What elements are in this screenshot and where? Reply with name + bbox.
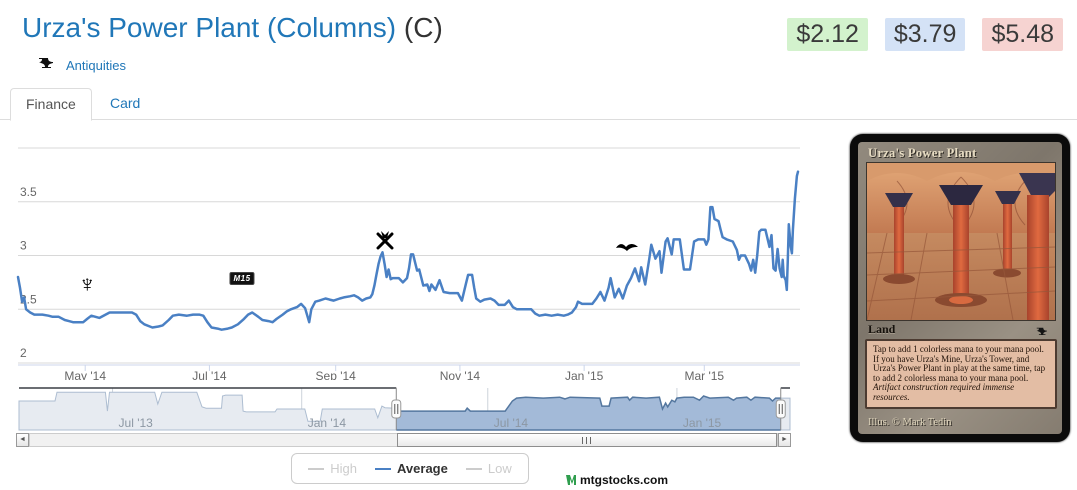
tab-bar: Finance Card xyxy=(0,88,1077,121)
card-name: Urza's Power Plant xyxy=(868,146,977,160)
card-set-symbol-icon xyxy=(1036,323,1052,341)
svg-text:Jan '15: Jan '15 xyxy=(683,416,722,430)
legend-swatch-icon xyxy=(375,467,392,470)
rarity-label: (C) xyxy=(403,12,443,43)
legend-label: Low xyxy=(487,461,512,476)
set-icon-magic-2015: M15 xyxy=(229,268,255,286)
scrollbar-thumb[interactable] xyxy=(397,433,777,447)
card-art xyxy=(866,162,1056,321)
svg-text:Jul '13: Jul '13 xyxy=(119,416,154,430)
svg-text:Jul '14: Jul '14 xyxy=(192,369,227,380)
legend-swatch-icon xyxy=(308,467,325,470)
set-row: Antiquities xyxy=(38,56,126,74)
svg-text:Jul '14: Jul '14 xyxy=(494,416,529,430)
card-text-box: Tap to add 1 colorless mana to your mana… xyxy=(865,339,1057,409)
scrollbar-right-arrow[interactable]: ► xyxy=(778,433,791,447)
watermark: mtgstocks.com xyxy=(566,473,668,487)
price-low-badge: $2.12 xyxy=(787,18,868,51)
svg-text:2: 2 xyxy=(20,346,27,360)
navigator-scrollbar: ◄ ► xyxy=(16,433,791,447)
card-artist-line: Illus. © Mark Tedin xyxy=(868,417,952,428)
legend-item-average[interactable]: Average xyxy=(375,461,448,476)
tab-card[interactable]: Card xyxy=(110,95,141,111)
navigator-right-handle[interactable] xyxy=(775,388,786,430)
card-frame: Urza's Power Plant xyxy=(858,142,1062,434)
set-icon-khans-of-tarkir xyxy=(374,229,396,251)
card-rules-text: Tap to add 1 colorless mana to your mana… xyxy=(873,344,1046,383)
svg-text:Sep '14: Sep '14 xyxy=(316,369,357,380)
antiquities-set-icon xyxy=(38,56,60,74)
card-image: Urza's Power Plant xyxy=(850,134,1070,442)
card-name-title: Urza's Power Plant (Columns) xyxy=(22,12,397,43)
svg-text:May '14: May '14 xyxy=(64,369,106,380)
price-chart-panel: 2 2.5 3 3.5 May '14 Jul '14 Sep '14 Nov '14 Jan … xyxy=(0,140,820,490)
svg-text:Mar '15: Mar '15 xyxy=(684,369,724,380)
svg-text:Jan '14: Jan '14 xyxy=(308,416,347,430)
card-type-line: Land xyxy=(868,322,896,336)
page-title: Urza's Power Plant (Columns) (C) xyxy=(22,12,443,44)
set-link[interactable]: Antiquities xyxy=(66,57,126,73)
set-icon-fate-reforged xyxy=(615,240,639,254)
watermark-text: mtgstocks.com xyxy=(580,473,669,487)
svg-text:3: 3 xyxy=(20,239,27,253)
navigator-left-handle[interactable] xyxy=(391,388,402,430)
scrollbar-grip-icon xyxy=(582,437,592,444)
svg-text:Jan '15: Jan '15 xyxy=(565,369,604,380)
legend-item-low[interactable]: Low xyxy=(465,461,512,476)
scrollbar-left-arrow[interactable]: ◄ xyxy=(16,433,29,447)
navigator[interactable]: Jul '13 Jan '14 Jul '14 Jan '15 xyxy=(0,386,800,432)
svg-text:3.5: 3.5 xyxy=(20,185,37,199)
set-icon-journey-into-nyx: ♆ xyxy=(78,270,97,298)
legend-label: High xyxy=(330,461,358,476)
card-flavor-text: Artifact construction required immense r… xyxy=(873,382,1015,402)
legend: High Average Low xyxy=(0,453,820,484)
mtgstocks-logo-icon xyxy=(566,474,578,486)
legend-item-high[interactable]: High xyxy=(308,461,357,476)
legend-swatch-icon xyxy=(465,467,482,470)
price-badges: $2.12 $3.79 $5.48 xyxy=(787,18,1063,51)
price-average-badge: $3.79 xyxy=(884,18,966,51)
price-high-badge: $5.48 xyxy=(982,18,1063,51)
legend-label: Average xyxy=(397,461,448,476)
tab-finance[interactable]: Finance xyxy=(10,88,92,121)
svg-text:Nov '14: Nov '14 xyxy=(440,369,481,380)
